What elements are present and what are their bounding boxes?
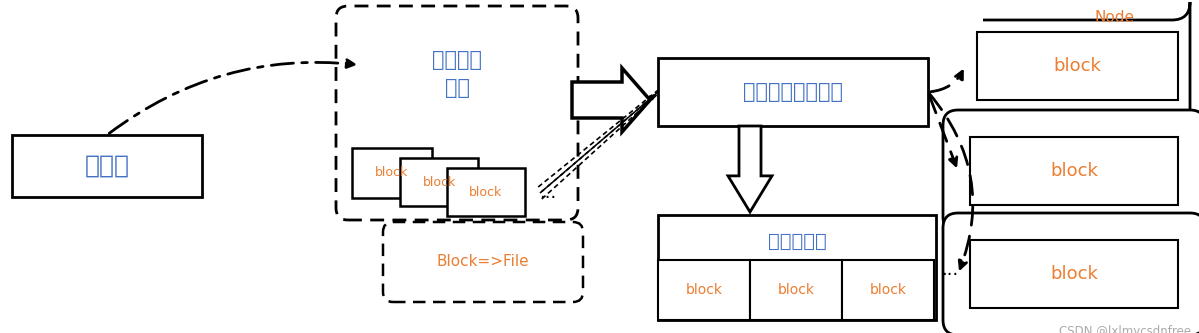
- Polygon shape: [728, 126, 772, 212]
- Text: block: block: [777, 283, 814, 297]
- Bar: [658, 260, 751, 320]
- Text: 快文件备份: 快文件备份: [767, 231, 826, 250]
- Bar: [970, 240, 1177, 308]
- Text: ...: ...: [540, 184, 556, 202]
- FancyBboxPatch shape: [942, 213, 1199, 333]
- Text: 块文件（块存储）: 块文件（块存储）: [743, 82, 843, 102]
- Text: ...: ...: [941, 261, 959, 279]
- Text: Node: Node: [1095, 11, 1135, 26]
- Text: block: block: [375, 166, 409, 179]
- Bar: [447, 168, 525, 216]
- Text: block: block: [869, 283, 906, 297]
- Bar: [751, 260, 842, 320]
- Bar: [658, 58, 928, 126]
- Text: block: block: [1054, 57, 1102, 75]
- FancyBboxPatch shape: [942, 110, 1199, 232]
- FancyBboxPatch shape: [382, 222, 583, 302]
- Bar: [842, 260, 934, 320]
- Text: block: block: [469, 185, 502, 198]
- Text: 大文件: 大文件: [84, 154, 129, 178]
- Text: block: block: [422, 175, 456, 188]
- Bar: [970, 137, 1177, 205]
- Bar: [400, 158, 478, 206]
- Polygon shape: [572, 68, 650, 132]
- Text: block: block: [686, 283, 723, 297]
- Text: CSDN @lxlmycsdnfree: CSDN @lxlmycsdnfree: [1059, 325, 1191, 333]
- Bar: [977, 32, 1177, 100]
- Text: block: block: [1050, 265, 1098, 283]
- Bar: [353, 148, 432, 198]
- Bar: [12, 135, 201, 197]
- Bar: [658, 215, 936, 320]
- Text: block: block: [1050, 162, 1098, 180]
- FancyBboxPatch shape: [336, 6, 578, 220]
- Text: 文件块目
录树: 文件块目 录树: [432, 50, 482, 98]
- Text: Block=>File: Block=>File: [436, 254, 529, 269]
